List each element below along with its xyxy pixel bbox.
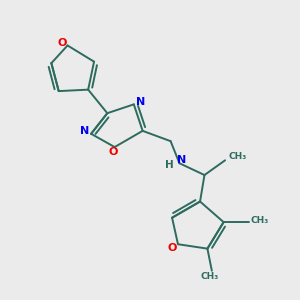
Text: CH₃: CH₃ xyxy=(200,272,219,280)
Text: N: N xyxy=(80,126,89,136)
Text: H: H xyxy=(165,160,173,170)
Text: O: O xyxy=(168,243,177,253)
Text: CH₃: CH₃ xyxy=(229,152,247,161)
Text: CH₃: CH₃ xyxy=(251,216,269,225)
Text: N: N xyxy=(136,97,145,107)
Text: O: O xyxy=(109,147,118,158)
Text: O: O xyxy=(58,38,67,47)
Text: N: N xyxy=(177,155,186,165)
